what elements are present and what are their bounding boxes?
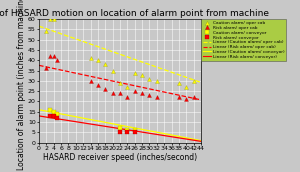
Point [184, 86, 189, 88]
Point [55, 117, 60, 119]
Point [132, 71, 137, 74]
Point [48, 108, 52, 111]
Point [154, 96, 159, 99]
Point [103, 63, 108, 66]
Point [118, 92, 122, 95]
Point [125, 96, 130, 99]
Point [110, 92, 115, 95]
Point [95, 59, 100, 62]
Y-axis label: Location of alarm point (inches from machine): Location of alarm point (inches from mac… [17, 0, 26, 170]
Point [147, 94, 152, 97]
Point [44, 30, 49, 33]
Point [132, 129, 137, 132]
Point [132, 90, 137, 93]
Point [125, 86, 130, 88]
Point [48, 115, 52, 117]
Point [88, 79, 93, 82]
Point [176, 96, 181, 99]
Point [132, 131, 137, 134]
Point [191, 79, 196, 82]
Point [44, 67, 49, 70]
Point [51, 15, 56, 18]
Point [51, 115, 56, 117]
Point [48, 18, 52, 20]
Point [51, 18, 56, 20]
Point [55, 112, 60, 115]
Point [103, 88, 108, 90]
Point [110, 69, 115, 72]
Point [147, 77, 152, 80]
Point [55, 59, 60, 62]
Point [51, 55, 56, 57]
Point [125, 129, 130, 132]
Point [88, 57, 93, 60]
Point [48, 55, 52, 57]
Legend: Caution alarm/ oper cab, Risk alarm/ oper cab, Caution alarm/ conveyor, Risk ala: Caution alarm/ oper cab, Risk alarm/ ope… [201, 19, 286, 61]
Point [184, 98, 189, 101]
Point [125, 131, 130, 134]
X-axis label: HASARD receiver speed (inches/second): HASARD receiver speed (inches/second) [43, 153, 197, 162]
Point [176, 82, 181, 84]
Point [51, 110, 56, 113]
Point [95, 84, 100, 86]
Point [154, 79, 159, 82]
Point [191, 96, 196, 99]
Point [118, 82, 122, 84]
Point [140, 92, 145, 95]
Point [118, 127, 122, 130]
Point [118, 131, 122, 134]
Title: Effect of HASARD motion on location of alarm point from machine: Effect of HASARD motion on location of a… [0, 9, 269, 18]
Point [140, 73, 145, 76]
